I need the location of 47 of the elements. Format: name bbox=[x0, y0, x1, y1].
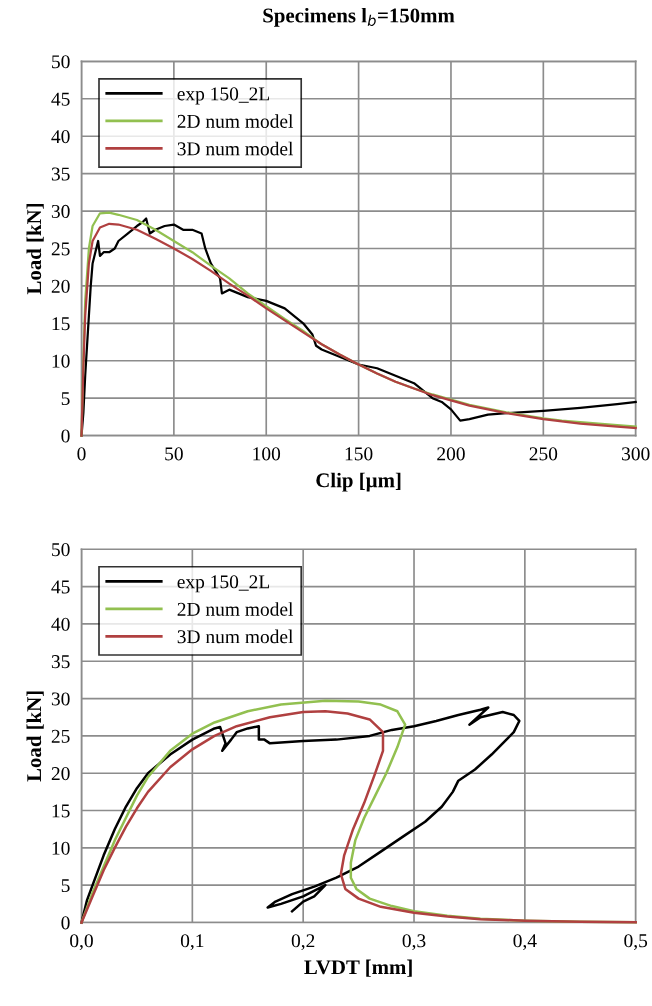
x-tick-label: 0 bbox=[77, 447, 86, 461]
x-tick-label: 0,0 bbox=[70, 934, 93, 951]
y-tick-label: 0 bbox=[61, 429, 70, 443]
y-tick-label: 0 bbox=[61, 916, 70, 930]
legend-label: 2D num model bbox=[177, 602, 294, 616]
y-tick-label: 30 bbox=[51, 204, 70, 218]
y-axis-title: Load [kN] bbox=[26, 204, 44, 295]
y-tick-label: 35 bbox=[51, 167, 70, 181]
x-tick-label: 200 bbox=[437, 447, 465, 461]
y-tick-label: 10 bbox=[52, 354, 70, 368]
y-tick-label: 30 bbox=[51, 692, 70, 706]
y-tick-label: 20 bbox=[51, 767, 70, 781]
y-tick-label: 50 bbox=[52, 55, 70, 69]
x-tick-label: 0,2 bbox=[291, 934, 315, 951]
chart-title: Specimens l$_{b}$=150mm bbox=[263, 7, 455, 27]
y-tick-label: 25 bbox=[51, 729, 70, 743]
x-tick-label: 300 bbox=[622, 447, 650, 461]
x-tick-label: 50 bbox=[165, 447, 183, 461]
x-axis-title: LVDT [mm] bbox=[304, 959, 412, 977]
y-tick-label: 20 bbox=[51, 279, 70, 293]
y-tick-label: 25 bbox=[51, 242, 70, 256]
y-tick-label: 50 bbox=[52, 543, 70, 557]
x-tick-label: 250 bbox=[529, 447, 558, 461]
y-tick-label: 10 bbox=[52, 841, 70, 855]
y-tick-label: 45 bbox=[51, 92, 70, 106]
y-tick-label: 15 bbox=[52, 804, 70, 818]
legend-label: exp 150_2L bbox=[177, 87, 270, 105]
legend-label: exp 150_2L bbox=[177, 575, 270, 593]
x-tick-label: 0,3 bbox=[402, 934, 426, 951]
y-tick-label: 45 bbox=[51, 580, 70, 594]
legend-label: 3D num model bbox=[177, 629, 294, 644]
legend-label: 3D num model bbox=[177, 141, 294, 156]
x-axis-title: Clip [µm] bbox=[316, 472, 401, 492]
y-tick-label: 40 bbox=[51, 130, 70, 144]
x-tick-label: 100 bbox=[253, 447, 281, 461]
x-tick-label: 0,5 bbox=[624, 934, 648, 951]
y-axis-title: Load [kN] bbox=[26, 691, 44, 782]
y-tick-label: 40 bbox=[51, 617, 70, 631]
y-tick-label: 35 bbox=[51, 655, 70, 669]
line-series bbox=[80, 706, 521, 924]
x-tick-label: 0,1 bbox=[180, 934, 204, 951]
y-tick-label: 5 bbox=[61, 879, 70, 893]
y-tick-label: 15 bbox=[52, 317, 70, 331]
legend-label: 2D num model bbox=[177, 114, 294, 128]
x-tick-label: 150 bbox=[345, 447, 373, 461]
y-tick-label: 5 bbox=[61, 392, 70, 406]
x-tick-label: 0,4 bbox=[513, 934, 537, 951]
